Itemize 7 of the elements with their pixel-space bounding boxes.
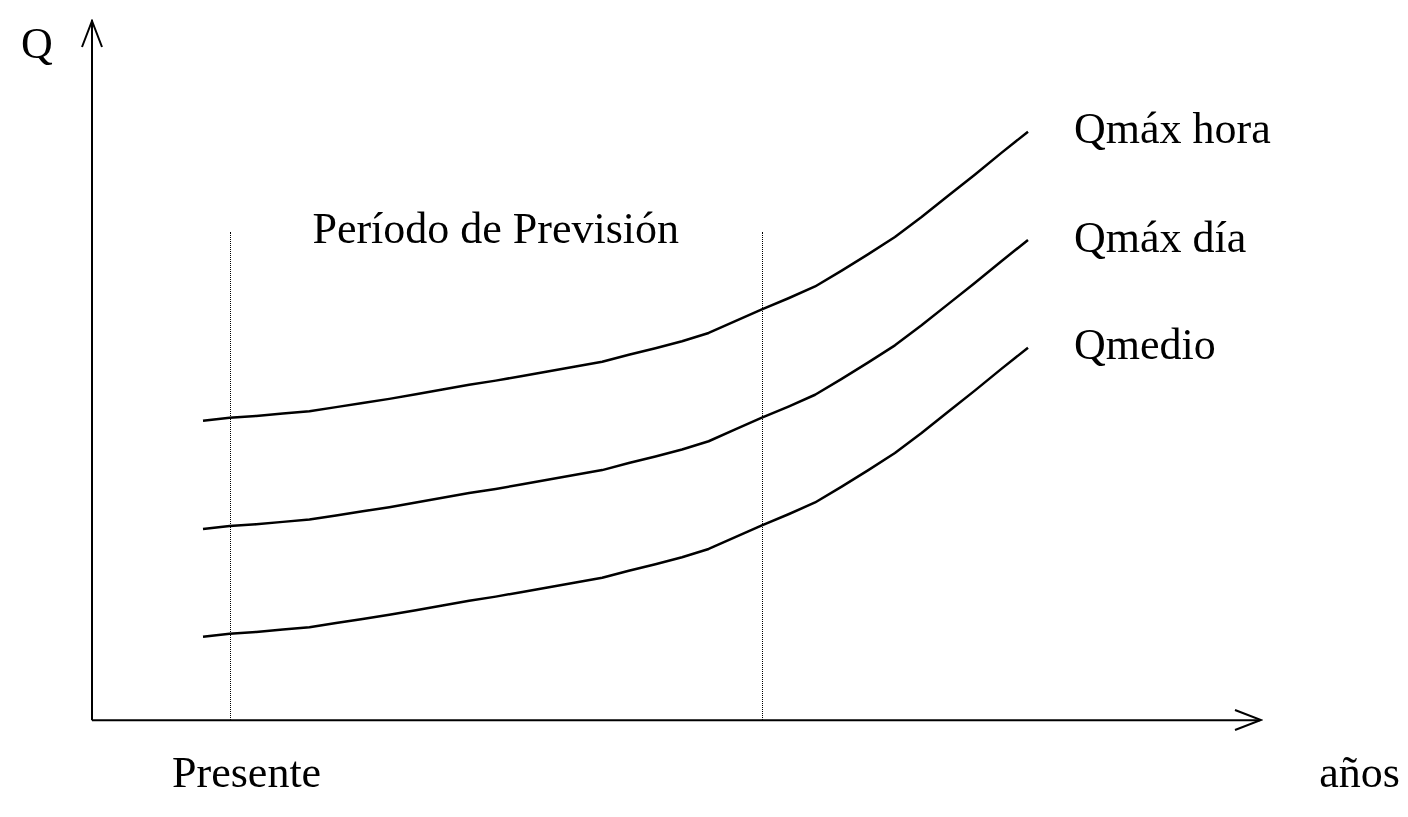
annotation: Período de Previsión [312,204,680,254]
y-axis-title: Q [21,18,54,68]
series-label: Qmáx hora [1074,104,1271,154]
text: años [1319,747,1400,797]
series-label: Qmedio [1074,320,1216,370]
text: Presente [172,747,322,797]
series-label: Qmáx día [1074,212,1247,262]
